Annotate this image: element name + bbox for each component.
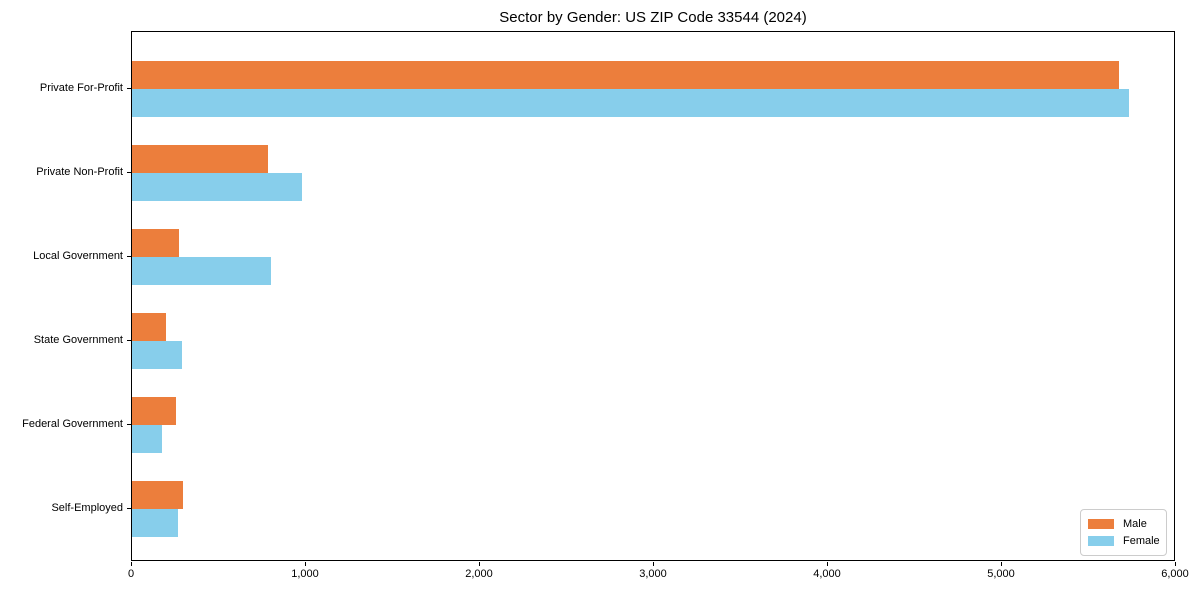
- y-tick-mark: [127, 340, 131, 341]
- bar-female: [132, 425, 163, 453]
- bar-male: [132, 313, 166, 341]
- legend-item-female: Female: [1088, 534, 1160, 548]
- legend-label-male: Male: [1123, 517, 1147, 530]
- x-tick-mark: [827, 562, 828, 566]
- x-tick-mark: [305, 562, 306, 566]
- legend-label-female: Female: [1123, 534, 1160, 547]
- bar-female: [132, 341, 182, 369]
- y-tick-mark: [127, 424, 131, 425]
- bar-male: [132, 145, 268, 173]
- x-tick-label: 1,000: [291, 568, 319, 580]
- y-tick-mark: [127, 172, 131, 173]
- bar-male: [132, 229, 179, 257]
- x-tick-label: 6,000: [1161, 568, 1189, 580]
- y-tick-label: Federal Government: [22, 418, 123, 430]
- x-tick-label: 4,000: [813, 568, 841, 580]
- male-swatch-icon: [1088, 519, 1114, 529]
- x-tick-label: 3,000: [639, 568, 667, 580]
- y-tick-mark: [127, 256, 131, 257]
- y-tick-mark: [127, 88, 131, 89]
- bar-male: [132, 397, 177, 425]
- chart-title: Sector by Gender: US ZIP Code 33544 (202…: [499, 9, 807, 26]
- y-tick-mark: [127, 508, 131, 509]
- bar-male: [132, 61, 1119, 89]
- x-tick-mark: [1175, 562, 1176, 566]
- y-tick-label: Private For-Profit: [39, 82, 123, 94]
- y-tick-label: Private Non-Profit: [36, 166, 123, 178]
- y-tick-label: Local Government: [33, 250, 123, 262]
- bar-female: [132, 173, 302, 201]
- x-tick-label: 5,000: [987, 568, 1015, 580]
- legend-item-male: Male: [1088, 518, 1159, 531]
- bar-female: [132, 257, 272, 285]
- x-tick-mark: [1001, 562, 1002, 566]
- bar-female: [132, 89, 1129, 117]
- x-tick-label: 0: [127, 568, 135, 580]
- plot-area: [131, 31, 1175, 561]
- x-tick-label: 2,000: [465, 568, 493, 580]
- bar-female: [132, 509, 179, 537]
- female-swatch-icon: [1088, 536, 1114, 546]
- x-tick-mark: [479, 562, 480, 566]
- x-tick-mark: [653, 562, 654, 566]
- bar-male: [132, 481, 183, 509]
- legend: Male Female: [1080, 509, 1167, 556]
- y-tick-label: Self-Employed: [51, 502, 123, 514]
- x-tick-mark: [131, 562, 132, 566]
- y-tick-label: State Government: [33, 334, 123, 346]
